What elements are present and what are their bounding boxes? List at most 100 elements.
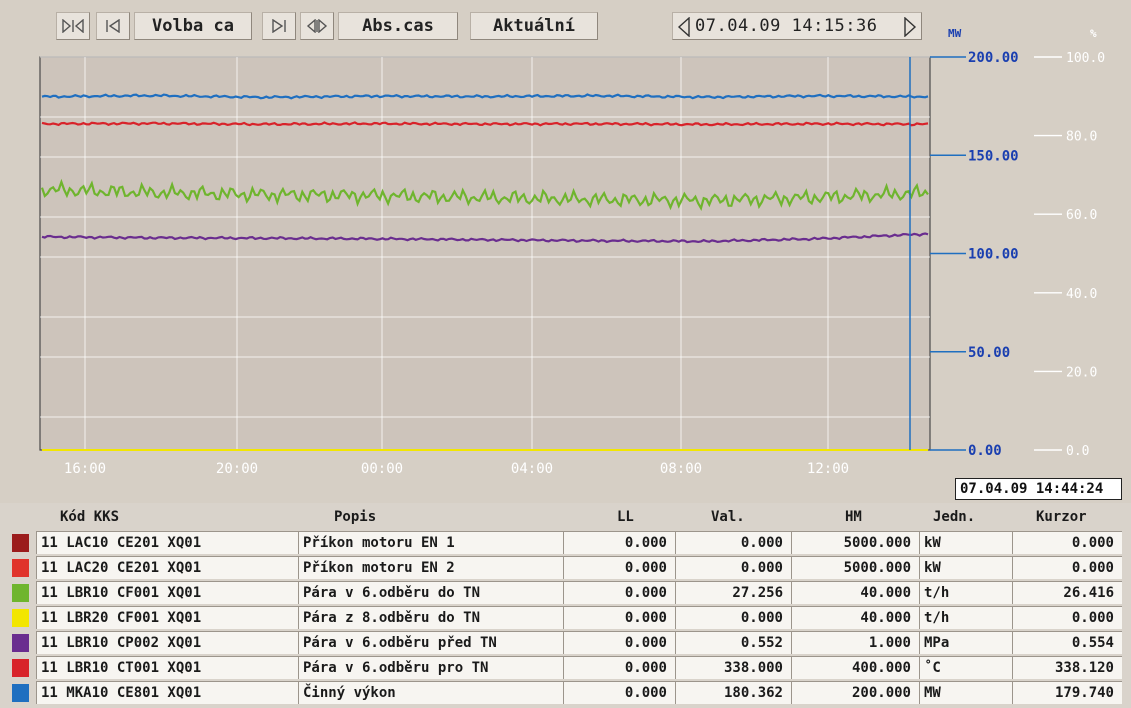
cell-jedn: t/h <box>919 606 1012 629</box>
time-tick-label: 08:00 <box>660 461 702 477</box>
series-color-swatch <box>12 559 29 577</box>
cell-val: 0.552 <box>675 631 791 654</box>
right-tick-label: 80.0 <box>1066 130 1097 145</box>
cell-val: 0.000 <box>675 531 791 554</box>
left-tick-label: 200.00 <box>968 50 1019 66</box>
volba-button[interactable]: Volba ca <box>134 12 252 40</box>
first-button[interactable] <box>96 12 130 40</box>
header-jedn: Jedn. <box>933 509 976 525</box>
time-tick-label: 00:00 <box>361 461 403 477</box>
plot-area <box>39 56 931 451</box>
series-color-swatch <box>12 684 29 702</box>
prev-icon[interactable] <box>677 17 691 37</box>
trend-chart: MW % 200.00 150.00 100.00 50.00 0.00 100.0 80… <box>39 27 1105 477</box>
cell-jedn: t/h <box>919 581 1012 604</box>
cell-hm: 1.000 <box>791 631 919 654</box>
table-row[interactable]: 11 LBR10 CP002 XQ01 Pára v 6.odběru před … <box>0 629 1131 654</box>
cell-kurzor: 338.120 <box>1012 656 1122 679</box>
cell-kks: 11 MKA10 CE801 XQ01 <box>36 681 298 704</box>
cell-val: 0.000 <box>675 556 791 579</box>
right-tick-label: 40.0 <box>1066 287 1097 302</box>
left-tick-label: 0.00 <box>968 443 1002 459</box>
series-color-swatch <box>12 584 29 602</box>
cell-popis: Pára v 6.odběru pro TN <box>298 656 563 679</box>
first-icon <box>106 19 120 33</box>
step-button[interactable] <box>300 12 334 40</box>
cell-kks: 11 LBR10 CF001 XQ01 <box>36 581 298 604</box>
cell-kks: 11 LBR20 CF001 XQ01 <box>36 606 298 629</box>
last-icon <box>272 19 286 33</box>
series-line-3 <box>41 232 929 244</box>
cell-jedn: kW <box>919 531 1012 554</box>
cell-kks: 11 LAC10 CE201 XQ01 <box>36 531 298 554</box>
chart-grid <box>40 56 930 450</box>
left-tick-label: 50.00 <box>968 345 1010 361</box>
datetime-value: 07.04.09 14:15:36 <box>695 16 878 36</box>
time-tick-label: 16:00 <box>64 461 106 477</box>
cell-jedn: MW <box>919 681 1012 704</box>
skip-to-end-button[interactable] <box>56 12 90 40</box>
table-row[interactable]: 11 MKA10 CE801 XQ01 Činný výkon 0.000 180.3… <box>0 679 1131 704</box>
right-tick-label: 100.0 <box>1066 51 1105 66</box>
series-color-swatch <box>12 634 29 652</box>
table-row[interactable]: 11 LBR10 CF001 XQ01 Pára v 6.odběru do TN… <box>0 579 1131 604</box>
left-tick-label: 100.00 <box>968 247 1019 263</box>
time-tick-label: 04:00 <box>511 461 553 477</box>
cell-val: 338.000 <box>675 656 791 679</box>
table-row[interactable]: 11 LAC20 CE201 XQ01 Příkon motoru EN 2 0.0… <box>0 554 1131 579</box>
right-tick-label: 20.0 <box>1066 365 1097 380</box>
header-kurzor: Kurzor <box>1036 509 1087 525</box>
table-row[interactable]: 11 LBR10 CT001 XQ01 Pára v 6.odběru pro T… <box>0 654 1131 679</box>
series-line-1 <box>41 121 929 127</box>
cell-ll: 0.000 <box>563 556 675 579</box>
cell-ll: 0.000 <box>563 581 675 604</box>
series-line-0 <box>41 93 929 100</box>
next-icon[interactable] <box>903 17 917 37</box>
cell-kurzor: 179.740 <box>1012 681 1122 704</box>
cell-jedn: MPa <box>919 631 1012 654</box>
last-button[interactable] <box>262 12 296 40</box>
toolbar: Volba ca Abs.cas Aktuální 07.04.09 14:15… <box>0 0 1131 52</box>
table-row[interactable]: 11 LBR20 CF001 XQ01 Pára z 8.odběru do TN… <box>0 604 1131 629</box>
aktualni-button[interactable]: Aktuální <box>470 12 598 40</box>
abs-cas-button[interactable]: Abs.cas <box>338 12 458 40</box>
step-icon <box>306 19 328 33</box>
series-color-swatch <box>12 659 29 677</box>
cell-hm: 5000.000 <box>791 556 919 579</box>
cell-hm: 40.000 <box>791 606 919 629</box>
cell-ll: 0.000 <box>563 656 675 679</box>
cell-popis: Příkon motoru EN 2 <box>298 556 563 579</box>
left-tick-label: 150.00 <box>968 148 1019 164</box>
cell-val: 180.362 <box>675 681 791 704</box>
right-axis: 100.0 80.0 60.0 40.0 20.0 0.0 <box>1034 51 1105 459</box>
signal-table: Kód KKS Popis LL Val. HM Jedn. Kurzor 11… <box>0 503 1131 708</box>
table-row[interactable]: 11 LAC10 CE201 XQ01 Příkon motoru EN 1 0.0… <box>0 529 1131 554</box>
cell-kks: 11 LAC20 CE201 XQ01 <box>36 556 298 579</box>
cell-kurzor: 0.000 <box>1012 531 1122 554</box>
skip-to-end-icon <box>62 19 84 33</box>
right-tick-label: 60.0 <box>1066 208 1097 223</box>
cell-hm: 400.000 <box>791 656 919 679</box>
series-line-2 <box>40 178 929 212</box>
left-axis-unit: MW <box>948 27 962 40</box>
header-val: Val. <box>711 509 745 525</box>
cell-val: 0.000 <box>675 606 791 629</box>
cell-hm: 5000.000 <box>791 531 919 554</box>
time-axis: 16:00 20:00 00:00 04:00 08:00 12:00 <box>64 461 849 477</box>
cell-kurzor: 26.416 <box>1012 581 1122 604</box>
header-ll: LL <box>617 509 634 525</box>
header-popis: Popis <box>334 509 377 525</box>
datetime-selector[interactable]: 07.04.09 14:15:36 <box>672 12 922 40</box>
cell-kurzor: 0.000 <box>1012 556 1122 579</box>
cursor-time: 07.04.09 14:44:24 <box>955 478 1122 500</box>
cell-kurzor: 0.000 <box>1012 606 1122 629</box>
left-axis: 200.00 150.00 100.00 50.00 0.00 <box>930 50 1019 459</box>
time-tick-label: 12:00 <box>807 461 849 477</box>
cell-ll: 0.000 <box>563 631 675 654</box>
cell-kks: 11 LBR10 CT001 XQ01 <box>36 656 298 679</box>
header-kks: Kód KKS <box>60 509 120 525</box>
cell-jedn: kW <box>919 556 1012 579</box>
series-layer <box>40 93 929 451</box>
cell-ll: 0.000 <box>563 606 675 629</box>
series-color-swatch <box>12 609 29 627</box>
